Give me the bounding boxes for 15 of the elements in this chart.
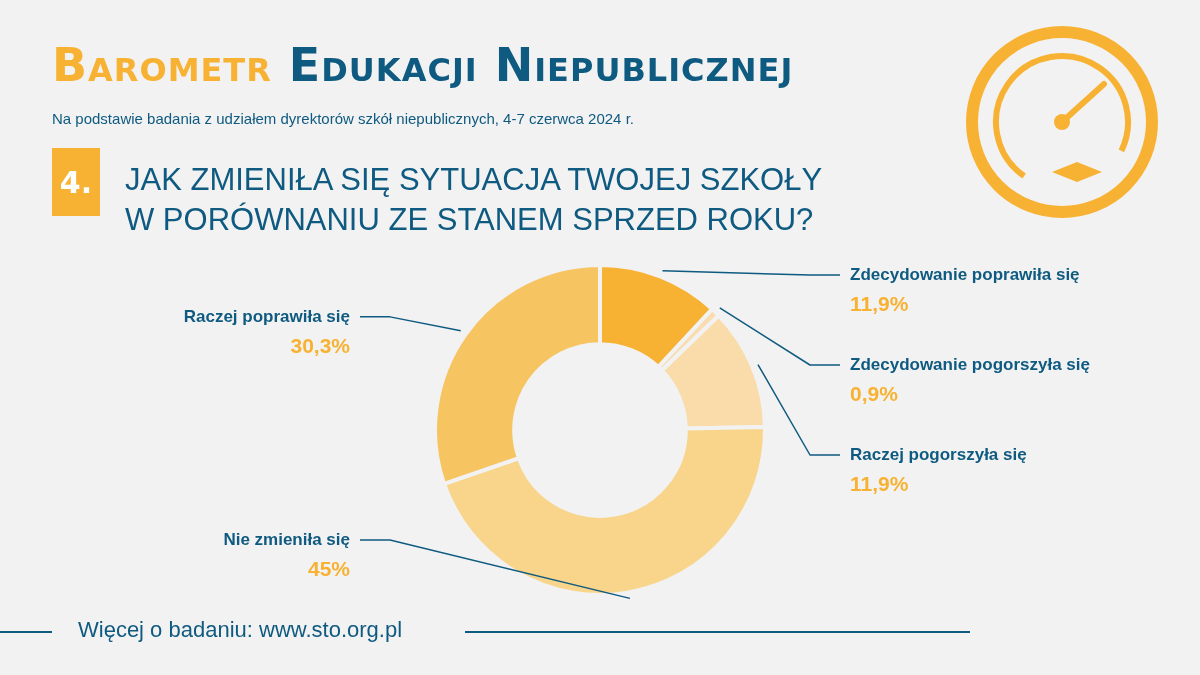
slice-label: Zdecydowanie poprawiła się: [850, 264, 1080, 284]
data-label: 30,3%: [290, 333, 351, 357]
text: JAK ZMIENIŁA SIĘ SYTUACJA TWOJEJ SZKOŁY W PORÓWNANIU ZE STANEM SPRZED ROKU?: [125, 161, 823, 239]
data-label: 45%: [307, 556, 351, 580]
text: Więcej o badaniu: www.sto.org.pl: [78, 617, 403, 643]
slice-label: Raczej poprawiła się: [183, 306, 350, 326]
slice-label: Zdecydowanie pogorszyła się: [850, 354, 1090, 374]
data-label: 0,9%: [850, 381, 899, 405]
chart-subtitle: Na podstawie badania z udziałem dyrektorów szkół niepublicznych, 4-7 czerwca 2024 r.: [52, 110, 634, 127]
text: 4.: [52, 148, 100, 216]
chart-title: Barometr Edukacji Niepublicznej: [52, 38, 794, 92]
data-label: 11,9%: [850, 471, 909, 495]
slice-label: Nie zmieniła się: [223, 529, 350, 549]
data-label: 11,9%: [850, 291, 909, 315]
slice-label: Raczej pogorszyła się: [850, 444, 1027, 464]
